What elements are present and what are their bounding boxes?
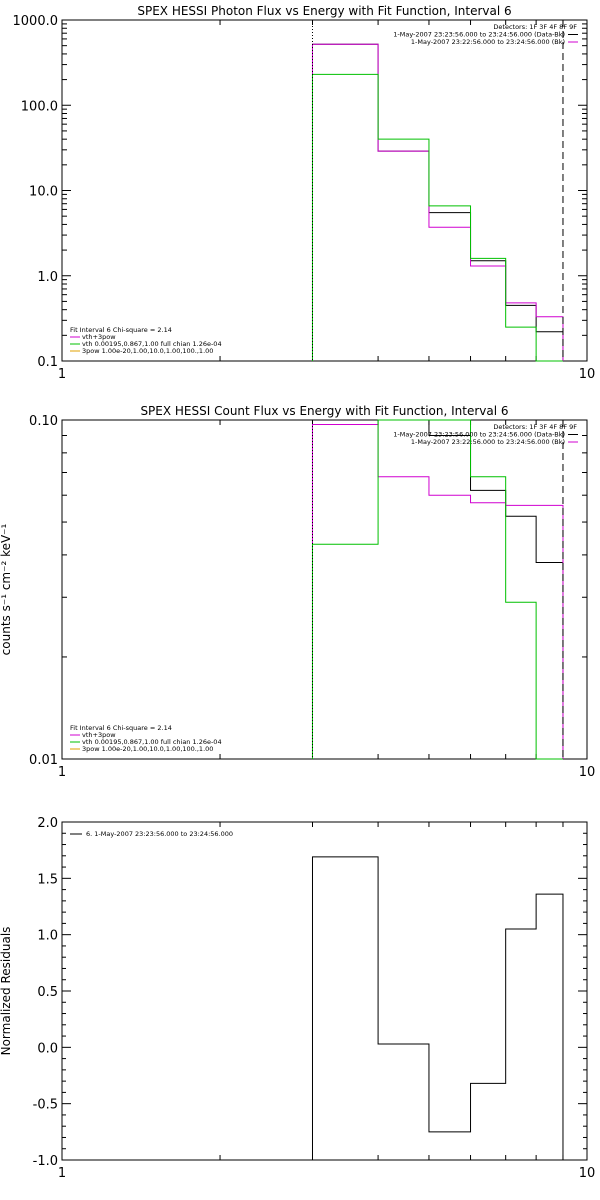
x-tick-label: 1 — [58, 367, 66, 382]
panel-1: SPEX HESSI Photon Flux vs Energy with Fi… — [13, 4, 596, 382]
chart-title: SPEX HESSI Count Flux vs Energy with Fit… — [140, 404, 508, 418]
y-axis-label: Normalized Residuals — [0, 927, 13, 1056]
legend-entry: Detectors: 1F 3F 4F 8F 9F — [493, 23, 577, 31]
legend-entry: 1-May-2007 23:23:56.000 to 23:24:56.000 … — [393, 431, 565, 439]
legend-entry: 1-May-2007 23:23:56.000 to 23:24:56.000 … — [393, 31, 565, 39]
x-tick-label: 10 — [579, 765, 596, 780]
plot-frame — [61, 821, 588, 1161]
legend-entry: 1-May-2007 23:22:56.000 to 23:24:56.000 … — [411, 438, 565, 446]
panel-3: 1 10 -1.0 -0.5 0.0 0.5 1.0 1.5 2.0 Normalized Res… — [0, 816, 595, 1181]
y-tick-label: 0.5 — [37, 985, 58, 1000]
x-tick-label: 10 — [579, 1166, 596, 1181]
y-tick-label: 100.0 — [21, 99, 58, 114]
legend-entry: 3pow 1.00e-20,1.00,10.0,1.00,100.,1.00 — [82, 745, 213, 753]
x-tick-label: 1 — [58, 765, 66, 780]
legend-entry: 1-May-2007 23:22:56.000 to 23:24:56.000 … — [411, 38, 565, 46]
y-tick-label: 10.0 — [29, 185, 58, 200]
plot-frame — [61, 419, 588, 760]
legend-entry: vth 0.00195,0.867,1.00 full chian 1.26e-… — [82, 738, 222, 746]
y-tick-label: 0.1 — [37, 355, 58, 370]
plot-frame — [61, 19, 588, 362]
series-fit-line — [311, 419, 563, 760]
legend-entry: 3pow 1.00e-20,1.00,10.0,1.00,100.,1.00 — [82, 347, 213, 355]
legend-entry: Fit Interval 6 Chi-square = 2.14 — [70, 326, 172, 334]
panel-2: SPEX HESSI Count Flux vs Energy with Fit… — [0, 404, 595, 780]
legend-entry: Fit Interval 6 Chi-square = 2.14 — [70, 724, 172, 732]
legend-entry: Detectors: 1F 3F 4F 8F 9F — [493, 423, 577, 431]
y-tick-label: -1.0 — [33, 1154, 58, 1169]
y-tick-label: 0.01 — [29, 753, 58, 768]
series-residuals-line — [311, 856, 564, 1160]
y-tick-label: 1.0 — [37, 929, 58, 944]
legend-entry: vth 0.00195,0.867,1.00 full chian 1.26e-… — [82, 340, 222, 348]
y-tick-label: 0.0 — [37, 1041, 58, 1056]
chart-title: SPEX HESSI Photon Flux vs Energy with Fi… — [137, 4, 511, 18]
x-tick-label: 1 — [58, 1166, 66, 1181]
legend-entry: vth+3pow — [82, 333, 116, 341]
series-data-line — [311, 419, 564, 759]
series-bkg-line — [311, 423, 564, 759]
y-tick-label: -0.5 — [33, 1098, 58, 1113]
series-bkg-line — [311, 43, 564, 361]
y-axis-label: counts s⁻¹ cm⁻² keV⁻¹ — [0, 523, 13, 655]
y-tick-label: 1.5 — [37, 872, 58, 887]
y-tick-label: 0.10 — [29, 414, 58, 429]
series-data-line — [311, 43, 564, 361]
y-tick-label: 1000.0 — [13, 14, 59, 29]
legend-entry: vth+3pow — [82, 731, 116, 739]
series-fit-line — [311, 73, 563, 362]
y-tick-label: 1.0 — [37, 270, 58, 285]
legend-entry: 6. 1-May-2007 23:23:56.000 to 23:24:56.0… — [86, 830, 233, 838]
y-tick-label: 2.0 — [37, 816, 58, 831]
x-tick-label: 10 — [579, 367, 596, 382]
